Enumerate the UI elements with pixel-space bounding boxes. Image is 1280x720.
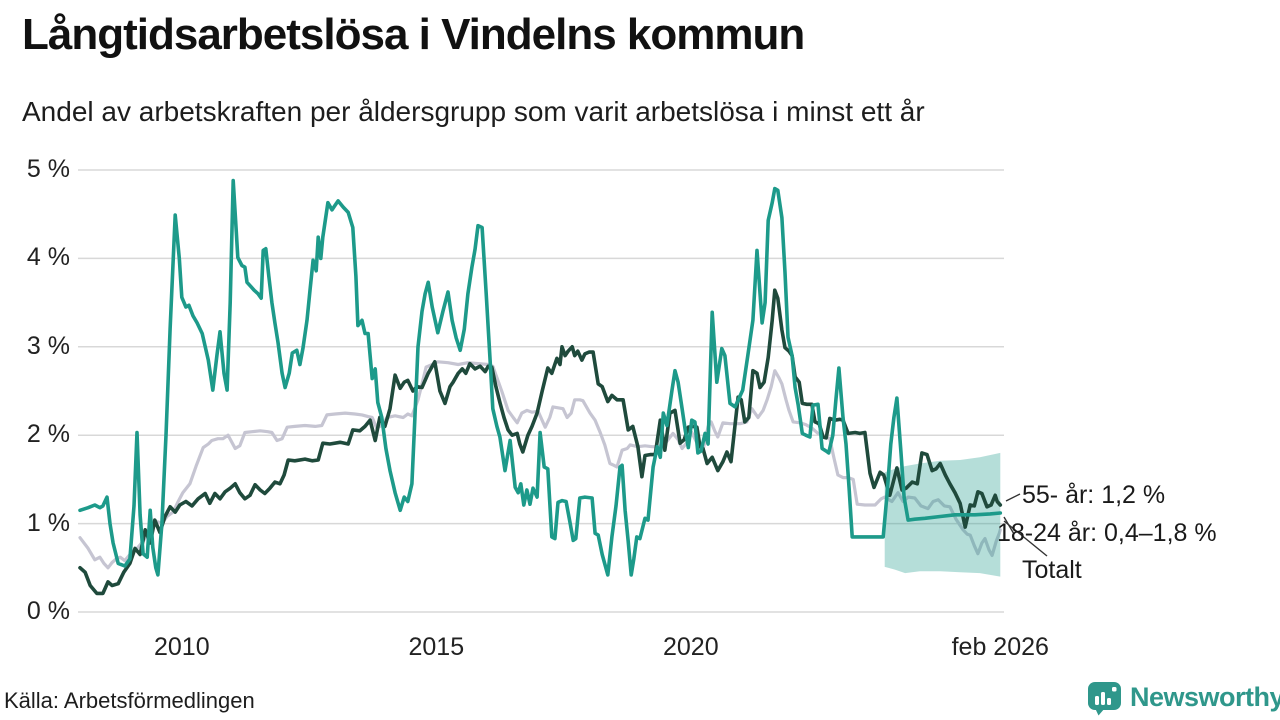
y-axis-label-5: 5 % — [26, 155, 70, 183]
series-line-Totalt — [78, 360, 1002, 570]
y-axis-label-2: 2 % — [26, 420, 70, 449]
annotation-leader-2 — [1003, 520, 1048, 557]
y-axis-label-0: 0 % — [26, 597, 70, 625]
newsworthy-logo: Newsworthy — [1086, 679, 1280, 716]
x-axis-label-2015: 2015 — [408, 633, 465, 661]
annotation-leader-0 — [1005, 493, 1021, 502]
page-title: Långtidsarbetslösa i Vindelns kommun — [22, 10, 805, 59]
y-axis-label-4: 4 % — [26, 243, 70, 272]
newsworthy-bars-icon — [1086, 679, 1123, 716]
x-axis-label-2010: 2010 — [153, 633, 210, 661]
source-note: Källa: Arbetsförmedlingen — [4, 688, 255, 713]
y-axis-label-3: 3 % — [26, 331, 70, 360]
series-line-18-24år — [78, 178, 1003, 577]
x-axis-label-feb-2026: feb 2026 — [951, 633, 1049, 661]
annotation-totalt: Totalt — [1022, 556, 1082, 584]
y-axis-label-1: 1 % — [26, 508, 70, 537]
brand-name: Newsworthy — [1130, 682, 1280, 712]
chart-subtitle: Andel av arbetskraften per åldersgrupp s… — [22, 96, 925, 127]
annotation-18-24-ar: 18-24 år: 0,4–1,8 % — [997, 519, 1217, 547]
annotation-55-ar: 55- år: 1,2 % — [1022, 481, 1166, 509]
x-axis-label-2020: 2020 — [662, 633, 719, 661]
